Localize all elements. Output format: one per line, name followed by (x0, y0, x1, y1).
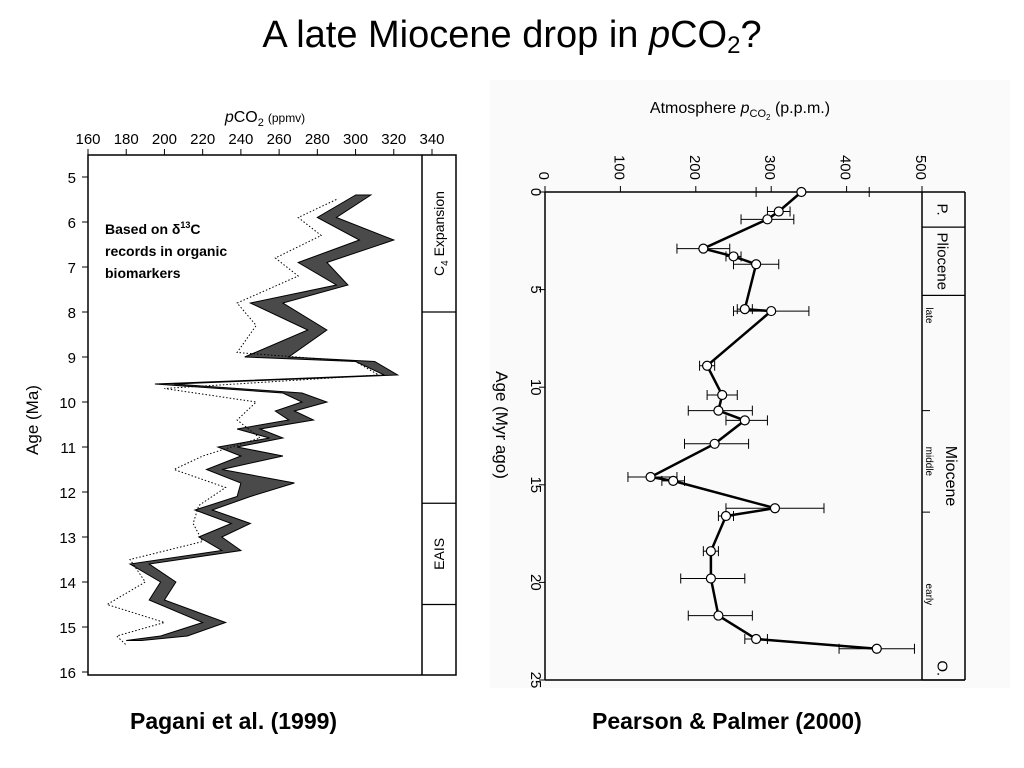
pearson-x-tick-label: 0 (535, 172, 552, 180)
title-text: A late Miocene drop in (262, 14, 649, 56)
pagani-plot-frame (87, 154, 457, 676)
pearson-subepoch-label: late (923, 307, 934, 324)
pearson-miocene-label: Miocene (942, 446, 959, 507)
pearson-data-point (871, 643, 882, 654)
pearson-data-point (762, 214, 773, 225)
pearson-y-axis-label: Age (Myr ago) (492, 371, 511, 479)
pearson-epoch-label: P. (934, 203, 951, 215)
pearson-data-point (796, 186, 807, 198)
pearson-x-axis-label: Atmosphere pCO2 (p.p.m.) (650, 100, 830, 122)
pagani-side-label: C4 Expansion (431, 191, 451, 276)
title-italic-p: p (648, 14, 671, 56)
pearson-x-tick-label: 100 (610, 155, 627, 180)
pearson-caption: Pearson & Palmer (2000) (592, 708, 862, 734)
pearson-data-point (751, 633, 762, 645)
pagani-y-tick-label: 8 (68, 305, 76, 322)
pearson-data-point (645, 471, 656, 483)
pagani-y-tick-label: 9 (68, 350, 76, 367)
pagani-annotation-line1: Based on δ13C (105, 220, 201, 237)
pearson-y-tick-label: 5 (527, 285, 544, 293)
pearson-epoch-label: O. (934, 660, 951, 676)
pagani-y-axis-label: Age (Ma) (23, 385, 42, 455)
pagani-y-tick-label: 16 (59, 665, 76, 682)
pagani-x-tick-label: 240 (228, 131, 253, 148)
pearson-x-tick-label: 300 (761, 155, 778, 180)
pagani-annotation-line2: records in organic (105, 243, 227, 259)
pearson-data-point (717, 389, 728, 401)
pagani-y-tick-label: 10 (59, 395, 76, 412)
pagani-x-tick-label: 320 (381, 131, 406, 148)
pagani-x-tick-label: 300 (343, 131, 368, 148)
pearson-data-point (739, 304, 750, 315)
slide-title: A late Miocene drop in pCO2? (0, 14, 1024, 60)
pagani-dotted-line (105, 199, 381, 646)
pearson-x-tick-label: 200 (686, 155, 703, 180)
pearson-data-point (739, 415, 750, 426)
pearson-x-tick-label: 400 (837, 155, 854, 180)
pagani-y-tick-label: 14 (59, 575, 76, 592)
pagani-caption: Pagani et al. (1999) (130, 708, 338, 734)
pagani-pco2-band (126, 194, 400, 641)
pagani-y-tick-label: 5 (68, 170, 76, 187)
pagani-x-tick-label: 260 (267, 131, 292, 148)
pagani-y-tick-label: 15 (59, 620, 76, 637)
pearson-data-point (698, 243, 709, 254)
pearson-y-tick-label: 15 (527, 476, 544, 493)
pagani-x-tick-label: 200 (152, 131, 177, 148)
title-question: ? (740, 14, 762, 56)
pearson-chart: Atmosphere pCO2 (p.p.m.) Age (Myr ago) 0… (490, 80, 1010, 688)
pearson-y-tick-label: 20 (527, 574, 544, 591)
pearson-subepoch-label: early (923, 584, 934, 606)
pagani-y-tick-label: 12 (59, 485, 76, 502)
pearson-y-tick-label: 25 (527, 672, 544, 689)
pearson-y-tick-label: 0 (527, 188, 544, 196)
pagani-x-tick-label: 160 (75, 131, 100, 148)
pearson-scan-background (490, 80, 1010, 688)
pagani-y-tick-label: 11 (60, 440, 76, 457)
pearson-data-point (728, 251, 739, 262)
pearson-data-point (709, 438, 720, 449)
pagani-y-tick-label: 6 (68, 215, 76, 232)
pearson-data-point (713, 610, 724, 621)
pagani-x-axis-label: pCO2 (ppmv) (224, 109, 305, 129)
pearson-pco2-line (646, 191, 877, 651)
pearson-data-point (702, 360, 713, 371)
pagani-x-tick-label: 220 (190, 131, 215, 148)
pearson-data-point (713, 405, 724, 416)
pagani-y-tick-label: 13 (59, 530, 76, 547)
pearson-epoch-label: Pliocene (934, 233, 951, 291)
pearson-data-point (773, 206, 784, 217)
pearson-data-point (720, 510, 732, 522)
pagani-chart: pCO2 (ppmv) Age (Ma) 160 180 200 220 240 260 28… (23, 109, 457, 682)
pearson-data-point (705, 573, 716, 584)
pearson-subepoch-label: middle (923, 447, 934, 477)
pagani-annotation-line3: biomarkers (105, 265, 181, 281)
pearson-y-tick-label: 10 (527, 379, 544, 396)
pearson-data-point (668, 475, 679, 486)
pearson-data-point (705, 546, 716, 557)
pearson-data-point (751, 259, 762, 270)
pearson-data-point (766, 305, 777, 317)
pagani-x-tick-label: 280 (305, 131, 330, 148)
pearson-x-tick-label: 500 (912, 155, 929, 180)
title-co: CO (670, 14, 728, 56)
pagani-x-tick-label: 340 (419, 131, 444, 148)
title-subscript: 2 (727, 32, 741, 59)
pearson-data-point (769, 503, 781, 514)
pagani-side-label: EAIS (431, 538, 447, 570)
pagani-y-tick-label: 7 (68, 260, 76, 277)
pagani-x-tick-label: 180 (114, 131, 139, 148)
